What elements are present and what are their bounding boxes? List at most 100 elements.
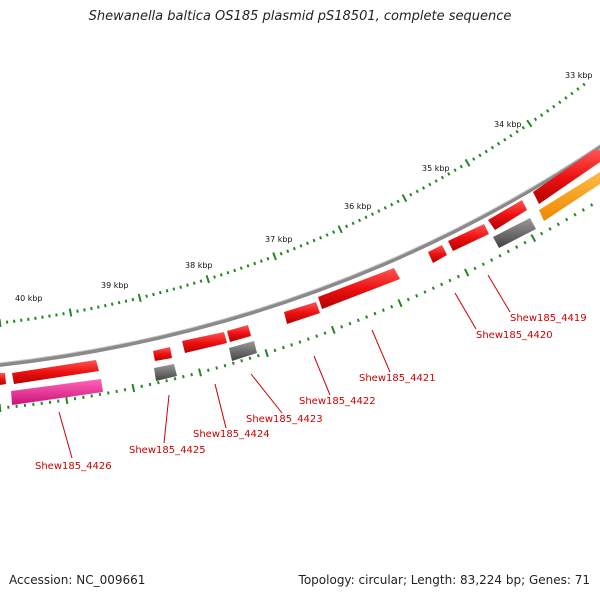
inner-tick: [90, 394, 93, 398]
kbp-label-34: 34 kbp: [494, 120, 522, 129]
outer-tick: [186, 283, 189, 287]
inner-tick: [256, 353, 260, 358]
outer-tick: [110, 302, 114, 306]
outer-tick: [332, 230, 336, 234]
gene-arrow: [284, 302, 320, 324]
inner-tick: [323, 331, 327, 335]
inner-tick: [540, 231, 544, 236]
outer-tick: [533, 117, 538, 122]
leader-lines: [58, 274, 511, 459]
kbp-label-33: 33 kbp: [565, 71, 593, 80]
outer-tick: [440, 175, 445, 180]
outer-tick: [545, 109, 550, 113]
outer-tick: [219, 273, 223, 277]
gene-label-4421: Shew185_4421: [359, 373, 436, 384]
outer-tick: [312, 238, 316, 243]
inner-tick: [330, 325, 336, 335]
inner-tick: [464, 268, 470, 277]
inner-tick: [397, 299, 403, 308]
inner-tick: [556, 222, 560, 227]
outer-tick: [526, 119, 533, 128]
outer-tick: [351, 221, 355, 226]
gene-arrow: [12, 360, 99, 384]
outer-tick: [165, 289, 169, 293]
inner-tick: [473, 266, 477, 271]
kbp-label-40: 40 kbp: [15, 294, 43, 303]
inner-tick: [373, 311, 377, 316]
inner-tick: [223, 363, 227, 368]
gene-label-4420: Shew185_4420: [476, 330, 553, 341]
outer-tick: [345, 224, 349, 229]
inner-tick: [581, 208, 585, 212]
outer-tick: [253, 261, 257, 266]
inner-tick: [182, 374, 185, 379]
inner-tick: [423, 290, 427, 294]
outer-tick: [279, 251, 283, 256]
outer-tick: [415, 189, 419, 194]
inner-tick: [415, 294, 419, 298]
inner-tick: [215, 366, 219, 370]
outer-tick: [401, 194, 408, 203]
inner-tick: [506, 249, 510, 254]
outer-tick: [233, 268, 237, 273]
map-title: Shewanella baltica OS185 plasmid pS18501…: [88, 9, 512, 24]
inner-tick: [381, 308, 385, 312]
outer-tick: [357, 218, 362, 223]
gene-arrow: [182, 332, 227, 353]
kbp-label-39: 39 kbp: [101, 281, 129, 290]
outer-tick: [272, 252, 277, 261]
inner-tick: [131, 383, 136, 393]
outer-tick: [319, 235, 323, 240]
outer-tick-ring: [0, 82, 586, 328]
gene-arrow: [153, 347, 172, 361]
outer-tick: [0, 318, 2, 328]
outer-tick: [377, 209, 381, 213]
inner-tick: [348, 321, 352, 326]
outer-tick: [117, 300, 121, 305]
inner-tick: [548, 227, 552, 231]
outer-tick: [509, 133, 513, 138]
outer-tick: [104, 304, 107, 308]
gene-arrow: [448, 224, 489, 251]
outer-tick: [434, 179, 438, 183]
inner-tick: [365, 315, 369, 319]
outer-tick: [172, 287, 176, 291]
outer-tick: [286, 249, 290, 253]
gene-arrow: [318, 268, 400, 309]
outer-tick: [83, 308, 86, 312]
inner-tick: [515, 245, 519, 249]
outer-tick: [124, 299, 128, 303]
inner-tick: [281, 345, 285, 350]
outer-tick: [558, 100, 562, 105]
inner-tick: [573, 212, 577, 217]
inner-tick: [498, 253, 502, 258]
inner-tick: [565, 217, 569, 222]
outer-tick: [152, 292, 155, 297]
inner-tick: [190, 372, 193, 377]
outer-tick: [370, 212, 375, 216]
pink-feature: [11, 379, 103, 405]
inner-tick: [165, 379, 168, 383]
inner-tick: [290, 343, 294, 347]
kbp-label-38: 38 kbp: [185, 261, 213, 270]
inner-tick: [481, 262, 485, 267]
inner-tick: [406, 297, 410, 302]
outer-tick: [337, 225, 343, 234]
inner-tick: [448, 278, 452, 283]
outer-tick: [259, 259, 263, 263]
outer-tick: [576, 87, 580, 91]
outer-tick: [205, 274, 210, 284]
inner-tick: [231, 361, 235, 365]
inner-tick: [431, 286, 435, 291]
inner-tick: [115, 389, 118, 394]
inner-tick: [82, 395, 85, 399]
outer-tick: [364, 215, 368, 220]
inner-tick: [440, 282, 444, 287]
outer-tick: [199, 279, 203, 283]
gene-label-4422: Shew185_4422: [299, 396, 376, 407]
outer-tick: [490, 145, 495, 150]
outer-tick: [383, 206, 387, 210]
outer-tick: [213, 275, 216, 279]
gray-feature: [154, 364, 177, 381]
